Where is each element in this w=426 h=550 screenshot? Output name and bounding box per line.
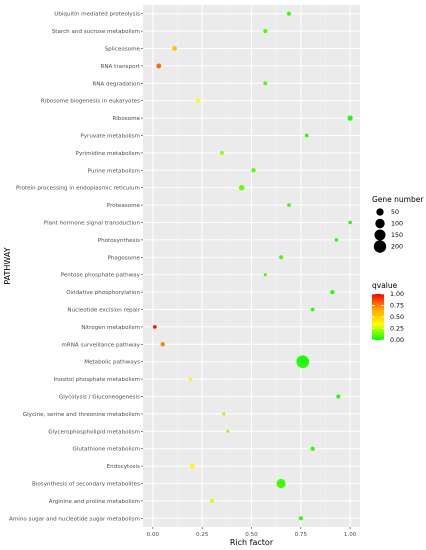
data-point bbox=[263, 81, 268, 86]
y-tick-label: Biosynthesis of secondary metabolites bbox=[32, 482, 140, 488]
y-tick-label: Glycolysis / Gluconeogenesis bbox=[59, 395, 140, 401]
data-point bbox=[160, 342, 165, 347]
x-tick-label: 0.00 bbox=[147, 532, 160, 538]
data-point bbox=[263, 28, 268, 34]
y-tick-label: Proteasome bbox=[107, 203, 141, 209]
size-legend-dot bbox=[374, 229, 386, 241]
data-point bbox=[172, 46, 177, 51]
data-point bbox=[347, 115, 353, 121]
y-tick-label: Inositol phosphate metabolism bbox=[54, 377, 140, 383]
y-tick-label: Nitrogen metabolism bbox=[81, 325, 140, 331]
y-tick-label: Glycine, serine and threonine metabolism bbox=[23, 412, 140, 418]
y-tick-label: Endocytosis bbox=[107, 464, 141, 470]
data-point bbox=[334, 238, 339, 242]
y-tick-labels: Ubiquitin mediated proteolysis Starch and… bbox=[9, 12, 143, 522]
data-point bbox=[226, 429, 230, 433]
data-point bbox=[219, 150, 224, 155]
data-point bbox=[279, 255, 284, 260]
data-point bbox=[189, 463, 195, 469]
y-tick-label: Glycerophospholipid metabolism bbox=[48, 429, 140, 435]
data-point bbox=[251, 168, 256, 173]
y-tick-label: Oxidative phosphorylation bbox=[66, 290, 140, 296]
y-tick-label: Arginine and proline metabolism bbox=[49, 499, 140, 505]
x-tick-label: 0.25 bbox=[196, 532, 209, 538]
y-tick-label: Spliceosome bbox=[105, 47, 141, 53]
x-tick-labels: 0.00 0.25 0.50 0.75 1.00 bbox=[147, 527, 357, 538]
y-tick-label: Metabolic pathways bbox=[84, 360, 140, 366]
y-tick-label: Pyruvate metabolism bbox=[80, 134, 140, 140]
size-legend: Gene number 50 100 150 200 bbox=[372, 195, 424, 253]
data-point bbox=[298, 516, 303, 521]
y-tick-label: Pentose phosphate pathway bbox=[61, 273, 141, 279]
size-legend-title: Gene number bbox=[372, 195, 424, 204]
data-point bbox=[238, 184, 245, 191]
size-legend-label: 50 bbox=[391, 209, 399, 216]
grid bbox=[143, 5, 360, 527]
color-legend: qvalue 1.00 0.75 0.50 0.25 0.00 bbox=[372, 281, 404, 344]
data-point bbox=[286, 11, 292, 16]
color-legend-label: 0.00 bbox=[390, 337, 404, 344]
data-point bbox=[310, 307, 315, 312]
data-point bbox=[304, 133, 309, 138]
x-tick-label: 0.50 bbox=[245, 532, 258, 538]
size-legend-label: 150 bbox=[391, 232, 403, 239]
y-tick-label: Purine metabolism bbox=[88, 168, 140, 174]
x-axis-title: Rich factor bbox=[230, 538, 274, 547]
y-tick-label: Plant hormone signal transduction bbox=[44, 221, 141, 227]
data-point bbox=[222, 412, 226, 416]
y-axis-title: PATHWAY bbox=[3, 247, 12, 284]
color-legend-label: 0.25 bbox=[390, 326, 404, 333]
size-legend-label: 200 bbox=[391, 244, 403, 251]
data-point bbox=[210, 498, 215, 503]
y-tick-label: Nucleotide excision repair bbox=[67, 308, 140, 314]
x-tick-label: 0.75 bbox=[295, 532, 308, 538]
color-legend-label: 1.00 bbox=[390, 291, 404, 298]
y-tick-label: Ribosome bbox=[112, 116, 140, 122]
color-legend-label: 0.75 bbox=[390, 303, 404, 310]
size-legend-items: 50 100 150 200 bbox=[373, 208, 403, 253]
y-tick-label: RNA degradation bbox=[92, 81, 140, 87]
data-point bbox=[310, 446, 315, 451]
y-tick-label: Glutathione metabolism bbox=[73, 447, 141, 453]
y-tick-label: Phagosome bbox=[107, 255, 140, 261]
y-tick-label: Amino sugar and nucleotide sugar metabol… bbox=[9, 516, 140, 522]
data-point bbox=[263, 273, 267, 277]
size-legend-label: 100 bbox=[391, 221, 403, 228]
size-legend-dot bbox=[373, 240, 387, 253]
data-point bbox=[330, 289, 335, 295]
y-tick-label: RNA transport bbox=[100, 64, 140, 70]
y-tick-label: Photosynthesis bbox=[98, 238, 140, 244]
data-points bbox=[153, 11, 353, 521]
y-tick-label: Ubiquitin mediated proteolysis bbox=[54, 12, 140, 18]
data-point bbox=[348, 220, 352, 225]
data-point bbox=[296, 355, 310, 369]
data-point bbox=[156, 63, 162, 69]
color-legend-title: qvalue bbox=[372, 281, 398, 290]
data-point bbox=[336, 394, 341, 399]
y-tick-label: Starch and sucrose metabolism bbox=[52, 29, 140, 35]
color-legend-label: 0.50 bbox=[390, 314, 404, 321]
data-point bbox=[287, 203, 291, 207]
y-tick-label: Pyrimidine metabolism bbox=[76, 151, 140, 157]
data-point bbox=[188, 377, 192, 381]
color-legend-ticks: 1.00 0.75 0.50 0.25 0.00 bbox=[372, 291, 404, 344]
y-tick-label: mRNA surveillance pathway bbox=[61, 342, 140, 348]
y-tick-label: Protein processing in endoplasmic reticu… bbox=[16, 186, 140, 192]
size-legend-dot bbox=[375, 218, 385, 229]
data-point bbox=[196, 98, 201, 103]
y-tick-label: Ribosome biogenesis in eukaryotes bbox=[41, 99, 140, 105]
size-legend-dot bbox=[376, 208, 384, 216]
data-point bbox=[153, 325, 157, 329]
x-tick-label: 1.00 bbox=[344, 532, 357, 538]
data-point bbox=[276, 478, 286, 489]
